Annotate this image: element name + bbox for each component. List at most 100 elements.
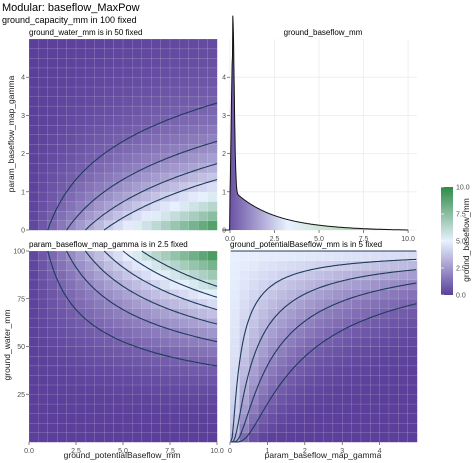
heat-cell (342, 413, 353, 424)
heat-cell (188, 210, 199, 221)
heat-cell (66, 422, 77, 433)
heat-cell (188, 394, 199, 405)
heat-cell (188, 250, 199, 262)
heat-cell (160, 134, 171, 145)
heat-cell (360, 346, 371, 357)
heat-cell (160, 403, 171, 414)
heat-cell (407, 327, 418, 338)
heat-cell (360, 365, 371, 376)
heat-cell (150, 279, 162, 290)
heat-cell (38, 327, 49, 338)
heat-cell (28, 432, 39, 443)
heat-cell (57, 298, 68, 309)
heat-cell (370, 422, 381, 433)
heat-cell (132, 289, 143, 300)
heat-cell (267, 298, 278, 309)
heat-cell (332, 250, 343, 262)
heat-cell (94, 96, 105, 107)
heat-cell (197, 422, 209, 433)
heat-cell (75, 57, 86, 69)
heat-cell (388, 365, 399, 376)
heat-cell (160, 355, 171, 367)
heat-cell (122, 355, 133, 367)
heat-cell (141, 422, 152, 433)
heat-cell (38, 162, 49, 174)
heat-cell (229, 327, 240, 338)
heat-cell (388, 384, 399, 395)
heat-cell (141, 143, 152, 155)
heat-cell (66, 365, 77, 376)
heat-cell (351, 260, 362, 271)
heat-cell (188, 67, 199, 78)
heat-cell (122, 67, 133, 78)
heat-cell (150, 413, 162, 424)
heat-cell (332, 289, 343, 300)
heat-cell (28, 115, 39, 126)
heat-cell (388, 289, 399, 300)
heat-cell (47, 134, 58, 145)
heat-cell (113, 86, 124, 97)
heat-cell (28, 289, 39, 300)
heat-cell (66, 105, 77, 116)
contour-line (85, 163, 218, 231)
heat-cell (47, 346, 58, 357)
heat-cell (229, 336, 240, 348)
heat-cell (103, 172, 115, 183)
heat-cell (132, 384, 143, 395)
heat-cell (248, 374, 259, 386)
heat-cell (141, 96, 152, 107)
heat-cell (28, 191, 39, 202)
contour-line (230, 258, 417, 443)
heat-cell (38, 403, 49, 414)
heat-cell (122, 308, 133, 319)
heat-cell (179, 374, 190, 386)
heat-cell (313, 394, 324, 405)
heat-cell (94, 105, 105, 116)
heat-cell (150, 143, 162, 155)
heat-cell (207, 327, 218, 338)
heat-cell (160, 96, 171, 107)
heat-cell (276, 355, 287, 367)
heat-cell (113, 115, 124, 126)
heat-cell (75, 143, 86, 155)
heat-cell (379, 250, 390, 262)
heat-cell (122, 403, 133, 414)
heat-cell (160, 210, 171, 221)
heat-cell (28, 384, 39, 395)
heat-cell (47, 38, 58, 50)
heat-cell (132, 327, 143, 338)
heat-cell (179, 86, 190, 97)
heat-cell (169, 67, 180, 78)
heat-cell (188, 96, 199, 107)
heat-cell (85, 38, 96, 50)
heat-cell (113, 57, 124, 69)
heat-cell (28, 48, 39, 59)
heat-cell (122, 201, 133, 212)
heat-cell (150, 172, 162, 183)
heat-cell (103, 162, 115, 174)
heat-cell (28, 260, 39, 271)
heat-cell (351, 327, 362, 338)
heat-cell (141, 124, 152, 135)
heat-cell (313, 298, 324, 309)
heat-cell (113, 124, 124, 135)
heat-cell (132, 298, 143, 309)
heat-cell (342, 374, 353, 386)
heat-cell (323, 365, 334, 376)
heat-cell (57, 220, 68, 231)
heat-cell (150, 355, 162, 367)
heat-cell (179, 76, 190, 88)
heat-cell (47, 115, 58, 126)
heat-cell (229, 384, 240, 395)
heat-cell (388, 394, 399, 405)
heat-cell (360, 422, 371, 433)
heat-cell (304, 403, 315, 414)
heat-cell (28, 220, 39, 231)
heat-cell (197, 96, 209, 107)
heat-cell (407, 432, 418, 443)
heat-cell (295, 298, 306, 309)
heat-cell (132, 182, 143, 193)
heat-cell (113, 355, 124, 367)
heat-cell (188, 134, 199, 145)
heat-cell (197, 413, 209, 424)
